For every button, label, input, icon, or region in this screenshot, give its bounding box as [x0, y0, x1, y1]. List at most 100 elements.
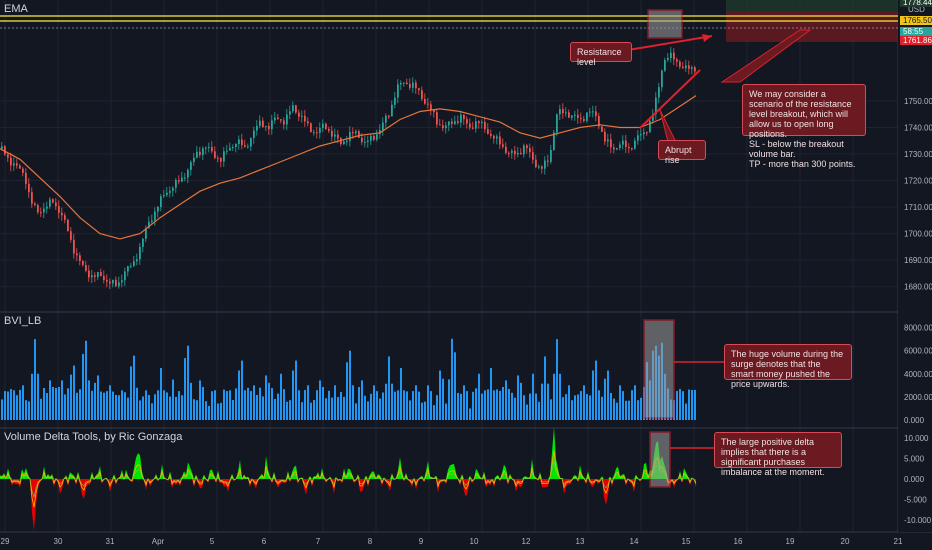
volume-bar: [58, 386, 60, 420]
volume-bar: [151, 403, 153, 420]
candle-body: [451, 121, 453, 124]
volume-bar: [625, 400, 627, 420]
volume-bar: [400, 368, 402, 420]
volume-bar: [67, 388, 69, 420]
candle-body: [556, 114, 558, 133]
volume-bar: [277, 393, 279, 420]
candle-body: [142, 238, 144, 247]
volume-bar: [448, 379, 450, 420]
volume-bar: [601, 396, 603, 420]
volume-bar: [547, 383, 549, 420]
volume-pane[interactable]: BVI_LB: [1, 315, 726, 420]
volume-bar: [313, 399, 315, 420]
volume-bar: [505, 380, 507, 420]
candle-body: [619, 144, 621, 149]
candle-body: [391, 104, 393, 117]
candle-body: [604, 131, 606, 142]
candle-body: [49, 199, 51, 207]
volume-bar: [598, 390, 600, 420]
candle-body: [277, 117, 279, 120]
stop-zone: [726, 12, 898, 42]
volume-bar: [121, 390, 123, 420]
volume-bar: [373, 385, 375, 420]
candle-body: [178, 180, 180, 182]
candle-body: [622, 140, 624, 145]
candle-body: [427, 103, 429, 105]
price-badge-label: 1765.500: [903, 16, 932, 25]
volume-bar: [688, 389, 690, 420]
volume-bar: [454, 352, 456, 420]
abrupt-rise-text: Abrupt rise: [665, 145, 692, 165]
volume-bar: [457, 392, 459, 420]
volume-bar: [82, 353, 84, 420]
candle-body: [532, 152, 534, 160]
time-axis[interactable]: 29 30 31 Apr 5 6 7 8 9 10 12 13 14 15 16 19 20 21: [1, 537, 903, 546]
volume-bar: [364, 395, 366, 420]
candle-body: [112, 279, 114, 284]
volume-bar: [496, 389, 498, 420]
candle-body: [469, 123, 471, 128]
candle-body: [13, 163, 15, 166]
volume-bar: [433, 405, 435, 420]
candle-body: [439, 124, 441, 126]
volume-bar: [466, 391, 468, 420]
candle-body: [625, 140, 627, 148]
candle-body: [46, 206, 48, 209]
volume-bar: [628, 400, 630, 420]
volume-bar: [685, 403, 687, 420]
time-tick-label: 31: [106, 537, 115, 546]
volume-bar: [442, 378, 444, 420]
volume-bar: [148, 395, 150, 420]
volume-bar: [346, 362, 348, 420]
delta-pane[interactable]: Volume Delta Tools, by Ric Gonzaga: [0, 427, 716, 531]
candle-body: [136, 259, 138, 262]
volume-bar: [145, 390, 147, 420]
candle-body: [22, 168, 24, 173]
candle-body: [490, 133, 492, 136]
delta-highlight: [649, 431, 671, 488]
candle-body: [592, 111, 594, 113]
volume-bar: [388, 356, 390, 420]
volume-bar: [205, 401, 207, 420]
volume-bar: [529, 393, 531, 420]
candle-body: [562, 108, 564, 114]
volume-bar: [181, 395, 183, 420]
price-tick-label: 1750.000: [904, 97, 932, 106]
candle-body: [202, 148, 204, 156]
candle-body: [331, 130, 333, 137]
candle-body: [250, 138, 252, 147]
time-tick-label: 29: [1, 537, 10, 546]
price-pane[interactable]: EMA: [0, 0, 898, 290]
volume-bar: [331, 397, 333, 420]
time-tick-label: 15: [682, 537, 691, 546]
delta-negative-area: [0, 479, 696, 531]
candle-body: [649, 120, 651, 133]
candle-body: [652, 114, 654, 121]
price-axis[interactable]: 1750.000 1740.000 1730.000 1720.000 1710.000…: [898, 0, 932, 532]
candle-body: [595, 111, 597, 117]
volume-bar: [607, 370, 609, 420]
volume-bar: [589, 395, 591, 420]
volume-bar: [445, 403, 447, 420]
candle-body: [472, 127, 474, 129]
candle-body: [529, 148, 531, 153]
candle-body: [547, 160, 549, 162]
candle-body: [577, 114, 579, 118]
volume-bar: [262, 396, 264, 420]
candle-body: [226, 150, 228, 152]
volume-bar: [25, 400, 27, 420]
candle-body: [505, 146, 507, 153]
volume-bar: [208, 405, 210, 420]
candle-body: [241, 139, 243, 146]
volume-bar: [250, 391, 252, 420]
volume-callout: The huge volume during the surge denotes…: [724, 344, 852, 389]
candle-body: [640, 134, 642, 136]
candle-body: [676, 59, 678, 62]
candle-body: [430, 104, 432, 110]
candle-body: [253, 130, 255, 139]
volume-bar: [553, 373, 555, 420]
volume-bar: [574, 395, 576, 420]
candle-body: [232, 147, 234, 149]
candle-body: [4, 146, 6, 155]
volume-bar: [127, 397, 129, 420]
